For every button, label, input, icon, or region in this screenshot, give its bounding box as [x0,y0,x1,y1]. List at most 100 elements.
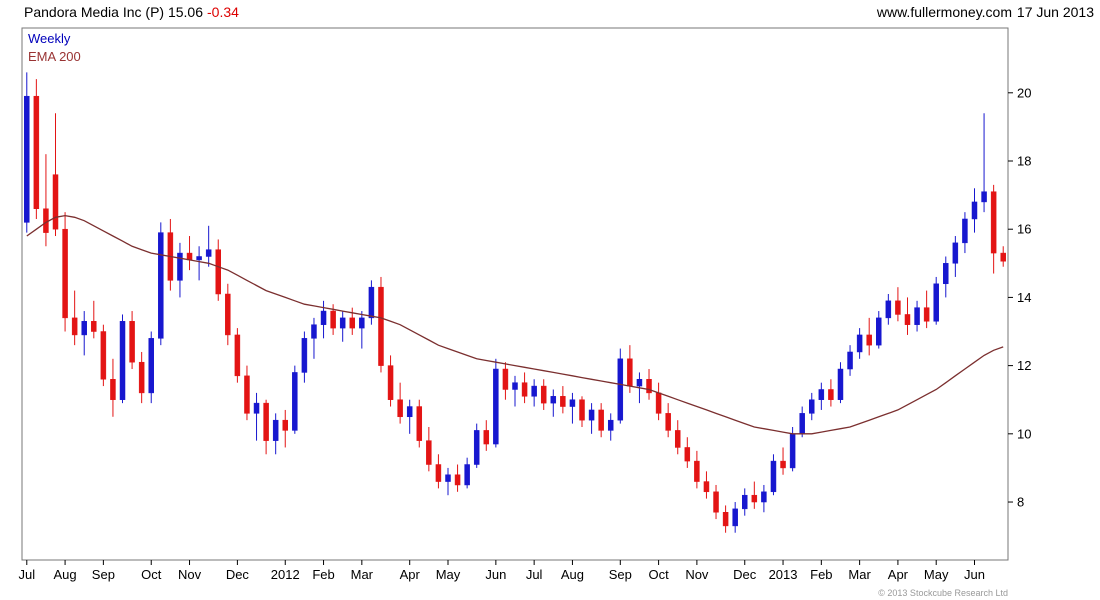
price-change: -0.34 [207,4,239,20]
candle-body [311,324,317,339]
x-axis-label: Oct [141,567,162,582]
candle-body [646,379,652,394]
candle-body [320,310,327,325]
x-axis-label: May [436,567,461,582]
candle-body [607,419,614,431]
candle-body [971,201,978,220]
y-axis-label: 8 [1017,495,1024,510]
candle-body [569,399,576,407]
candle-body [617,358,624,421]
candle-body [483,430,490,445]
candle-body [540,385,547,404]
candle-body [751,494,758,503]
candle-body [837,368,844,400]
y-axis-label: 12 [1017,358,1031,373]
x-axis-label: Jun [964,567,985,582]
x-axis-label: Jul [18,567,35,582]
candle-body [397,399,403,418]
candle-body [1000,252,1006,262]
y-axis-label: 16 [1017,222,1031,237]
candle-body [981,191,987,203]
candle-body [91,321,97,332]
candle-body [387,365,394,400]
x-axis-label: Jul [526,567,543,582]
candle-body [196,256,202,261]
x-axis-label: Aug [561,567,584,582]
candle-body [253,402,260,414]
candle-body [493,368,499,445]
candle-body [100,331,107,380]
candle-body [876,317,882,346]
candle-body [215,249,221,295]
candle-body [119,321,126,400]
candle-body [148,338,154,394]
website-link[interactable]: www.fullermoney.com [876,4,1012,20]
x-axis-label: Dec [226,567,250,582]
candle-body [426,440,432,465]
x-axis-label: 2012 [271,567,300,582]
candle-body [349,317,356,329]
candle-body [636,379,643,387]
copyright-label: © 2013 Stockcube Research Ltd [878,588,1008,598]
x-axis-label: May [924,567,949,582]
candle-body [713,491,719,513]
candle-body [588,409,595,421]
y-axis-label: 10 [1017,426,1031,441]
candle-body [24,95,30,223]
chart-legend: Weekly EMA 200 [28,30,81,66]
instrument-name-and-price: Pandora Media Inc (P) 15.06 [24,4,203,20]
candle-body [579,399,585,421]
x-axis-label: Oct [648,567,669,582]
x-axis-label: Mar [351,567,374,582]
date-label: 17 Jun 2013 [1016,4,1094,20]
candle-body [904,314,911,325]
candle-body [205,249,212,257]
candle-body [990,191,997,254]
candle-body [818,389,825,400]
y-axis-label: 14 [1017,290,1031,305]
candle-body [722,512,729,527]
x-axis-label: Sep [92,567,115,582]
candle-body [301,338,308,373]
candle-body [560,396,566,407]
candle-body [502,368,509,390]
candle-body [521,382,528,397]
legend-ema-200: EMA 200 [28,49,81,64]
candle-body [962,218,968,244]
candle-body [550,396,557,404]
x-axis-label: Nov [685,567,709,582]
candle-body [473,430,480,465]
candle-body [856,334,863,353]
candle-body [110,379,116,400]
candle-body [674,430,681,448]
x-axis-label: Feb [312,567,334,582]
candle-body [694,460,700,482]
candle-body [598,409,604,431]
candle-body [43,208,49,233]
y-axis-label: 18 [1017,154,1031,169]
candle-body [531,385,537,397]
candle-body [81,321,87,336]
candle-body [129,321,135,363]
candle-body [244,375,250,414]
candle-body [138,361,145,394]
candle-body [177,252,183,281]
candle-body [52,174,59,230]
candle-body [406,406,413,418]
x-axis-label: Apr [400,567,421,582]
x-axis-label: Nov [178,567,202,582]
candle-body [225,293,231,336]
candle-body [943,263,949,285]
x-axis-label: Aug [54,567,77,582]
candle-body [885,300,892,319]
legend-timeframe: Weekly [28,31,71,46]
candle-body [272,419,279,441]
candle-body [933,283,939,322]
candle-body [780,460,786,469]
candle-body [923,307,930,322]
candle-body [866,334,872,346]
candle-body [454,474,461,486]
x-axis-label: Dec [733,567,757,582]
candle-body [416,406,423,441]
